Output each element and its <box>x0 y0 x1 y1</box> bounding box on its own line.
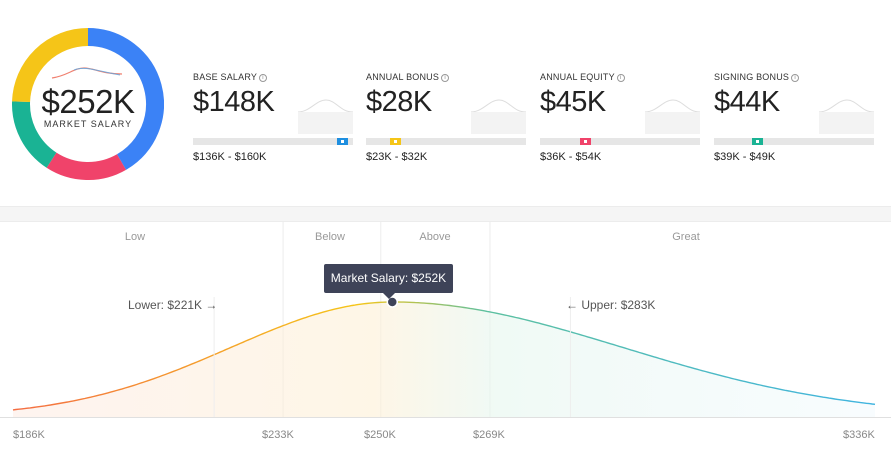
component-value: $28K <box>366 86 432 118</box>
component-range: $23K - $32K <box>366 151 428 163</box>
donut-segment-base-salary <box>87 28 164 170</box>
zone-label-above: Above <box>419 231 451 243</box>
mini-curve-icon-2 <box>73 67 121 76</box>
info-icon[interactable]: i <box>259 74 268 82</box>
info-icon[interactable]: i <box>616 74 625 82</box>
zone-label-great: Great <box>672 231 700 243</box>
range-bar <box>540 138 700 145</box>
component-value: $45K <box>540 86 606 118</box>
market-salary-caption: MARKET SALARY <box>43 119 133 129</box>
compensation-summary: $252K MARKET SALARY BASE SALARY i $148K $… <box>0 0 891 206</box>
market-salary-tooltip: Market Salary: $252K <box>324 264 453 299</box>
donut-segment-annual-bonus <box>12 28 89 103</box>
x-tick-label: $186K <box>13 429 45 441</box>
range-bar <box>714 138 874 145</box>
range-bar <box>366 138 526 145</box>
mini-distribution-icon <box>645 99 700 134</box>
donut-segment-annual-equity <box>12 101 57 168</box>
donut-chart <box>12 28 164 180</box>
component-signing-bonus: SIGNING BONUS i $44K $39K - $49K <box>714 72 874 172</box>
range-bar <box>193 138 353 145</box>
component-range: $36K - $54K <box>540 151 602 163</box>
component-label-text: SIGNING BONUS <box>714 72 790 82</box>
x-tick-label: $269K <box>473 429 505 441</box>
component-range: $136K - $160K <box>193 151 267 163</box>
donut-segment-signing-bonus <box>46 152 126 180</box>
section-divider <box>0 206 891 222</box>
range-marker[interactable] <box>336 138 348 145</box>
upper-bound-text: Upper: $283K <box>581 298 656 312</box>
component-annual-equity: ANNUAL EQUITY i $45K $36K - $54K <box>540 72 700 172</box>
zone-label-low: Low <box>124 231 146 243</box>
distribution-curve <box>12 301 876 411</box>
mini-distribution-icon <box>819 99 874 134</box>
component-label-text: ANNUAL BONUS <box>366 72 440 82</box>
component-label: BASE SALARY i <box>193 72 268 82</box>
component-label-text: BASE SALARY <box>193 72 258 82</box>
component-range: $39K - $49K <box>714 151 776 163</box>
component-value: $148K <box>193 86 275 118</box>
x-tick-label: $250K <box>364 429 396 441</box>
lower-bound-label: Lower: $221K → <box>128 298 217 312</box>
x-tick-label: $336K <box>843 429 875 441</box>
component-value: $44K <box>714 86 780 118</box>
mini-distribution-icon <box>298 99 353 134</box>
market-salary-value: $252K <box>41 83 135 120</box>
mini-distribution-icon <box>471 99 526 134</box>
upper-bound-label: ← Upper: $283K <box>566 298 655 312</box>
range-marker[interactable] <box>752 138 764 145</box>
bound-markers <box>213 297 571 417</box>
component-annual-bonus: ANNUAL BONUS i $28K $23K - $32K <box>366 72 526 172</box>
distribution-plot <box>0 222 891 418</box>
salary-distribution-chart: Low Below Above Great Market Salary: $25… <box>0 222 891 467</box>
arrow-left-icon: ← <box>566 298 578 312</box>
range-marker[interactable] <box>389 138 401 145</box>
distribution-area <box>13 302 875 417</box>
arrow-right-icon: → <box>205 298 218 312</box>
component-label: SIGNING BONUS i <box>714 72 800 82</box>
info-icon[interactable]: i <box>791 74 800 82</box>
component-base-salary: BASE SALARY i $148K $136K - $160K <box>193 72 353 172</box>
component-label: ANNUAL EQUITY i <box>540 72 625 82</box>
info-icon[interactable]: i <box>441 74 450 82</box>
zone-label-below: Below <box>315 231 345 243</box>
component-label-text: ANNUAL EQUITY <box>540 72 615 82</box>
market-salary-donut: $252K MARKET SALARY <box>12 28 164 180</box>
component-label: ANNUAL BONUS i <box>366 72 450 82</box>
range-marker[interactable] <box>579 138 591 145</box>
lower-bound-text: Lower: $221K <box>128 298 203 312</box>
x-tick-label: $233K <box>262 429 294 441</box>
